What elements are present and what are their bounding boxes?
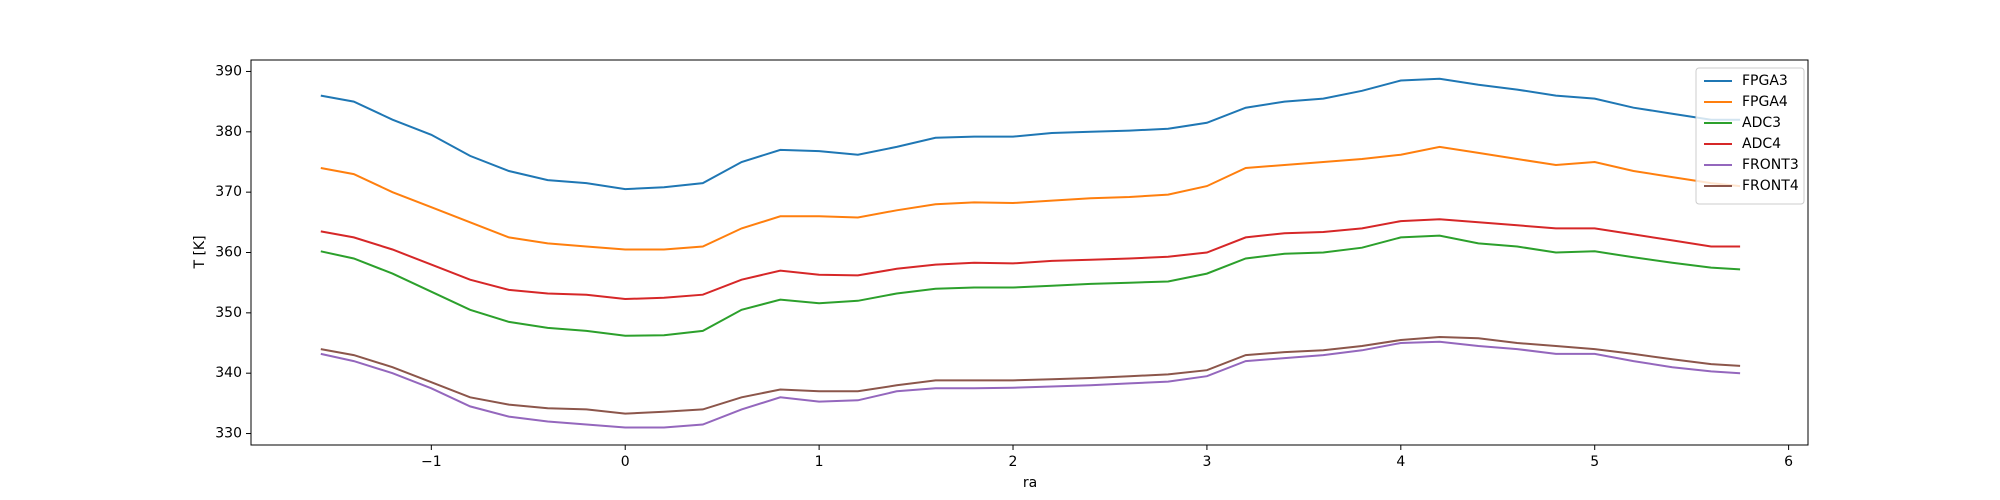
y-tick-label: 340 [215,365,242,381]
x-axis-label: ra [1023,475,1037,491]
y-tick-label: 380 [215,124,242,140]
y-axis-label: T [K] [192,235,208,269]
x-tick-label: −1 [421,454,442,470]
y-tick-label: 390 [215,63,242,79]
y-tick-label: 350 [215,305,242,321]
x-tick-label: 3 [1202,454,1211,470]
x-tick-label: 6 [1784,454,1793,470]
line-series [320,77,1741,191]
x-tick-label: 2 [1009,454,1018,470]
plot-frame [250,59,1809,446]
x-tick-label: 1 [815,454,824,470]
legend-label: ADC3 [1742,115,1781,131]
legend-label: FRONT4 [1742,178,1799,194]
y-tick-label: 360 [215,245,242,261]
legend-label: FRONT3 [1742,157,1799,173]
line-series [320,335,1741,415]
x-tick-label: 5 [1590,454,1599,470]
legend-label: FPGA4 [1742,94,1788,110]
line-series [320,145,1741,251]
y-tick-label: 330 [215,426,242,442]
line-series [320,340,1741,429]
x-tick-label: 4 [1396,454,1405,470]
line-series [320,234,1741,337]
legend-label: FPGA3 [1742,73,1788,89]
legend-label: ADC4 [1742,136,1781,152]
x-tick-label: 0 [621,454,630,470]
line-series [320,218,1741,301]
y-tick-label: 370 [215,184,242,200]
